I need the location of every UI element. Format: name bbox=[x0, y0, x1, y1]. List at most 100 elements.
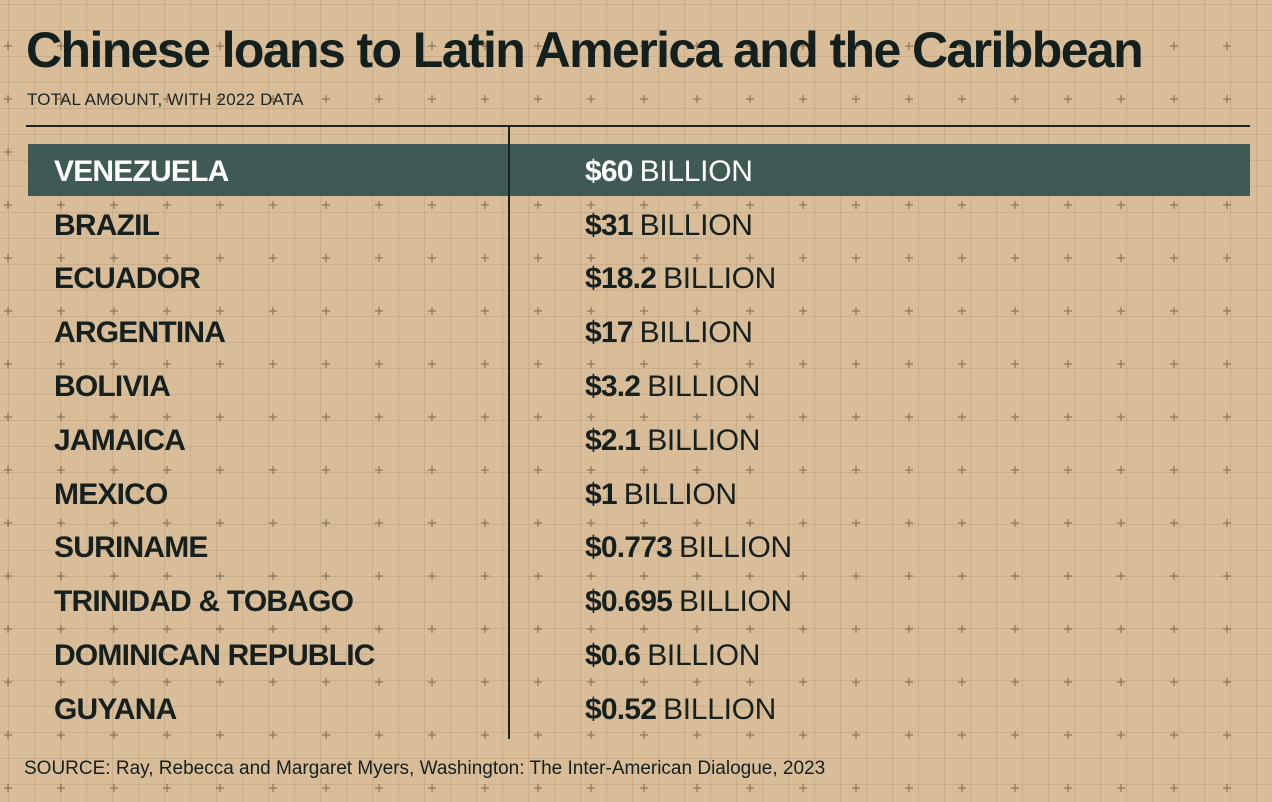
grid-plus-marker bbox=[640, 95, 648, 103]
country-label: MEXICO bbox=[54, 477, 168, 511]
amount-unit: BILLION bbox=[663, 262, 777, 296]
grid-plus-marker bbox=[905, 784, 913, 792]
loan-amount: $1 BILLION bbox=[585, 478, 737, 512]
grid-plus-marker bbox=[1170, 95, 1178, 103]
amount-value: $18.2 bbox=[585, 262, 657, 296]
amount-unit: BILLION bbox=[647, 639, 761, 673]
grid-plus-marker bbox=[1117, 784, 1125, 792]
grid-plus-marker bbox=[587, 784, 595, 792]
grid-plus-marker bbox=[163, 784, 171, 792]
loan-amount: $31 BILLION bbox=[585, 209, 753, 243]
amount-unit: BILLION bbox=[678, 531, 792, 565]
loan-amount: $18.2 BILLION bbox=[585, 262, 776, 296]
loan-amount: $0.695 BILLION bbox=[585, 585, 792, 619]
grid-plus-marker bbox=[746, 95, 754, 103]
grid-plus-marker bbox=[216, 784, 224, 792]
country-label: SURINAME bbox=[54, 531, 208, 565]
grid-plus-marker bbox=[428, 95, 436, 103]
amount-value: $2.1 bbox=[585, 423, 641, 457]
loan-amount: $0.6 BILLION bbox=[585, 639, 760, 673]
loans-table: VENEZUELA $60 BILLION BRAZIL $31 BILLION ECUAD… bbox=[0, 145, 1272, 737]
amount-unit: BILLION bbox=[639, 208, 753, 242]
grid-plus-marker bbox=[852, 784, 860, 792]
grid-plus-marker bbox=[1223, 95, 1231, 103]
grid-plus-marker bbox=[375, 784, 383, 792]
grid-plus-marker bbox=[746, 784, 754, 792]
grid-plus-marker bbox=[4, 42, 12, 50]
loan-amount: $17 BILLION bbox=[585, 316, 753, 350]
amount-value: $0.52 bbox=[585, 692, 657, 726]
grid-plus-marker bbox=[375, 95, 383, 103]
table-row: GUYANA $0.52 BILLION bbox=[0, 683, 1272, 737]
country-label: BRAZIL bbox=[54, 208, 160, 242]
grid-plus-marker bbox=[4, 784, 12, 792]
grid-plus-marker bbox=[1064, 784, 1072, 792]
amount-unit: BILLION bbox=[647, 370, 761, 404]
country-label: VENEZUELA bbox=[54, 154, 229, 188]
grid-plus-marker bbox=[4, 95, 12, 103]
grid-plus-marker bbox=[640, 784, 648, 792]
grid-plus-marker bbox=[57, 784, 65, 792]
amount-value: $0.695 bbox=[585, 585, 673, 619]
loan-amount: $0.52 BILLION bbox=[585, 693, 776, 727]
grid-plus-marker bbox=[1011, 784, 1019, 792]
table-row: ECUADOR $18.2 BILLION bbox=[0, 253, 1272, 307]
grid-plus-marker bbox=[693, 95, 701, 103]
amount-unit: BILLION bbox=[678, 585, 792, 619]
grid-plus-marker bbox=[481, 784, 489, 792]
source-note: SOURCE: Ray, Rebecca and Margaret Myers,… bbox=[24, 758, 826, 779]
column-divider bbox=[508, 125, 510, 739]
loan-amount: $0.773 BILLION bbox=[585, 531, 792, 565]
table-row: BRAZIL $31 BILLION bbox=[0, 199, 1272, 253]
grid-plus-marker bbox=[852, 95, 860, 103]
grid-plus-marker bbox=[322, 784, 330, 792]
country-label: BOLIVIA bbox=[54, 370, 171, 404]
amount-value: $60 bbox=[585, 154, 633, 188]
header-rule bbox=[26, 125, 1250, 127]
grid-plus-marker bbox=[1223, 784, 1231, 792]
grid-plus-marker bbox=[1117, 95, 1125, 103]
amount-unit: BILLION bbox=[647, 423, 761, 457]
grid-plus-marker bbox=[905, 95, 913, 103]
country-label: ARGENTINA bbox=[54, 316, 226, 350]
grid-plus-marker bbox=[587, 95, 595, 103]
amount-unit: BILLION bbox=[663, 692, 777, 726]
table-row: SURINAME $0.773 BILLION bbox=[0, 522, 1272, 576]
grid-plus-marker bbox=[958, 95, 966, 103]
grid-plus-marker bbox=[1170, 784, 1178, 792]
chart-title: Chinese loans to Latin America and the C… bbox=[26, 22, 1144, 78]
country-label: DOMINICAN REPUBLIC bbox=[54, 639, 375, 673]
grid-plus-marker bbox=[322, 95, 330, 103]
table-row: VENEZUELA $60 BILLION bbox=[0, 145, 1272, 199]
country-label: TRINIDAD & TOBAGO bbox=[54, 585, 354, 619]
amount-value: $0.773 bbox=[585, 531, 673, 565]
table-row: TRINIDAD & TOBAGO $0.695 BILLION bbox=[0, 575, 1272, 629]
loan-amount: $60 BILLION bbox=[585, 155, 753, 189]
grid-plus-marker bbox=[958, 784, 966, 792]
grid-plus-marker bbox=[481, 95, 489, 103]
grid-plus-marker bbox=[1170, 42, 1178, 50]
grid-plus-marker bbox=[693, 784, 701, 792]
amount-value: $0.6 bbox=[585, 639, 641, 673]
table-row: BOLIVIA $3.2 BILLION bbox=[0, 360, 1272, 414]
loan-amount: $2.1 BILLION bbox=[585, 424, 760, 458]
country-label: JAMAICA bbox=[54, 423, 186, 457]
grid-plus-marker bbox=[799, 784, 807, 792]
amount-unit: BILLION bbox=[623, 477, 737, 511]
amount-value: $17 bbox=[585, 316, 633, 350]
country-label: ECUADOR bbox=[54, 262, 201, 296]
amount-unit: BILLION bbox=[639, 316, 753, 350]
grid-plus-marker bbox=[799, 95, 807, 103]
amount-value: $3.2 bbox=[585, 370, 641, 404]
table-row: DOMINICAN REPUBLIC $0.6 BILLION bbox=[0, 629, 1272, 683]
table-row: JAMAICA $2.1 BILLION bbox=[0, 414, 1272, 468]
grid-plus-marker bbox=[1223, 42, 1231, 50]
chart-subtitle: TOTAL AMOUNT, WITH 2022 DATA bbox=[27, 90, 304, 109]
grid-plus-marker bbox=[110, 784, 118, 792]
grid-plus-marker bbox=[534, 784, 542, 792]
grid-plus-marker bbox=[428, 784, 436, 792]
grid-plus-marker bbox=[1064, 95, 1072, 103]
country-label: GUYANA bbox=[54, 692, 177, 726]
amount-value: $1 bbox=[585, 477, 618, 511]
grid-plus-marker bbox=[1011, 95, 1019, 103]
